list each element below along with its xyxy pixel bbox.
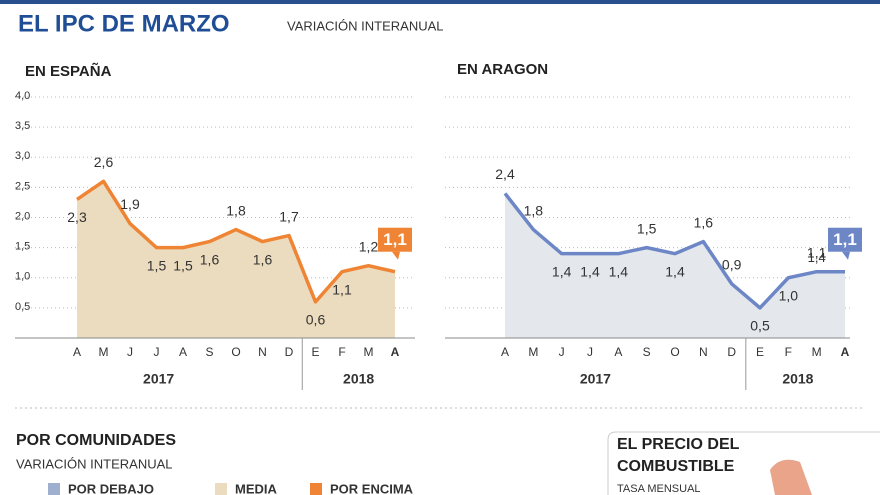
legend-label: MEDIA xyxy=(235,481,278,495)
subtitle: VARIACIÓN INTERANUAL xyxy=(287,18,444,33)
section-title: POR COMUNIDADES xyxy=(16,432,176,449)
x-tick-label: A xyxy=(841,345,850,359)
line xyxy=(503,192,845,310)
x-tick-label: J xyxy=(587,345,593,359)
value-label: 1,4 xyxy=(580,263,600,279)
chart-title: EN ESPAÑA xyxy=(25,62,112,80)
value-label: 0,9 xyxy=(722,256,742,272)
x-tick-label: J xyxy=(127,345,133,359)
value-label: 1,8 xyxy=(524,202,544,218)
value-label: 1,6 xyxy=(253,251,273,267)
value-label: 1,2 xyxy=(359,238,379,254)
y-tick-label: 0,5 xyxy=(15,301,30,313)
area xyxy=(505,193,845,338)
x-tick-label: D xyxy=(285,345,294,359)
x-tick-label: M xyxy=(99,345,109,359)
badge: 1,1 xyxy=(828,227,862,260)
x-tick-label: E xyxy=(756,345,764,359)
badge-label: 1,1 xyxy=(383,230,407,249)
x-tick-label: O xyxy=(670,345,679,359)
y-tick-label: 2,0 xyxy=(15,210,30,222)
x-tick-label: S xyxy=(205,345,213,359)
legend-swatch xyxy=(310,483,322,495)
value-label: 1,4 xyxy=(665,263,685,279)
value-label: 2,4 xyxy=(495,166,515,182)
y-tick-label: 3,0 xyxy=(15,150,30,162)
line xyxy=(76,179,396,304)
value-label: 1,1 xyxy=(332,281,352,297)
x-tick-label: F xyxy=(338,345,345,359)
y-tick-label: 1,0 xyxy=(15,271,30,283)
legend-label: POR ENCIMA xyxy=(330,481,414,495)
value-label: 0,5 xyxy=(750,318,770,334)
title: EL IPC DE MARZO xyxy=(18,10,230,37)
x-tick-label: E xyxy=(311,345,319,359)
value-label: 2,3 xyxy=(67,209,87,225)
badge-box xyxy=(828,227,862,252)
side-title-1: EL PRECIO DEL xyxy=(617,436,740,453)
badge-pointer xyxy=(842,251,850,260)
y-tick-label: 2,5 xyxy=(15,180,30,192)
year-label: 2017 xyxy=(143,371,174,387)
x-tick-label: N xyxy=(258,345,267,359)
badge: 1,1 xyxy=(378,227,412,260)
year-label: 2018 xyxy=(782,371,813,387)
x-tick-label: M xyxy=(528,345,538,359)
x-tick-label: O xyxy=(231,345,240,359)
value-label: 1,6 xyxy=(200,251,220,267)
legend-swatch xyxy=(215,483,227,495)
value-label: 2,6 xyxy=(94,154,114,170)
y-tick-label: 1,5 xyxy=(15,241,30,253)
value-label: 1,4 xyxy=(552,263,572,279)
value-label: 1,4 xyxy=(609,263,629,279)
side-box xyxy=(607,431,880,495)
value-label: 1,7 xyxy=(279,208,299,224)
badge-label: 1,1 xyxy=(833,230,857,249)
legend-label: POR DEBAJO xyxy=(68,481,154,495)
y-tick-label: 3,5 xyxy=(15,120,30,132)
value-label: 1,5 xyxy=(147,257,167,273)
year-label: 2018 xyxy=(343,371,374,387)
x-tick-label: S xyxy=(643,345,651,359)
badge-box xyxy=(378,227,412,252)
legend-swatch xyxy=(48,483,60,495)
side-title-2: COMBUSTIBLE xyxy=(617,458,735,475)
x-tick-label: A xyxy=(614,345,622,359)
x-tick-label: A xyxy=(501,345,509,359)
chart-title: EN ARAGON xyxy=(457,61,548,78)
x-tick-label: F xyxy=(785,345,792,359)
value-label: 1,5 xyxy=(637,220,657,236)
area xyxy=(77,181,395,338)
year-label: 2017 xyxy=(580,371,611,387)
x-tick-label: J xyxy=(559,345,565,359)
value-label: 0,6 xyxy=(306,312,326,328)
badge-pointer xyxy=(392,251,400,260)
x-tick-label: M xyxy=(812,345,822,359)
top-bar xyxy=(0,0,880,4)
annotation: 1,4 xyxy=(808,250,826,265)
x-tick-label: J xyxy=(154,345,160,359)
side-subtitle: TASA MENSUAL xyxy=(617,483,701,495)
value-label: 1,9 xyxy=(120,196,140,212)
section-subtitle: VARIACIÓN INTERANUAL xyxy=(16,456,173,471)
x-tick-label: N xyxy=(699,345,708,359)
value-label: 1,5 xyxy=(173,257,193,273)
value-label: 1,0 xyxy=(779,287,799,303)
x-tick-label: M xyxy=(364,345,374,359)
x-tick-label: D xyxy=(727,345,736,359)
y-tick-label: 4,0 xyxy=(15,90,30,102)
x-tick-label: A xyxy=(179,345,187,359)
x-tick-label: A xyxy=(391,345,400,359)
value-label: 1,1 xyxy=(807,244,827,260)
x-tick-label: A xyxy=(73,345,81,359)
value-label: 1,6 xyxy=(694,214,714,230)
value-label: 1,8 xyxy=(226,202,246,218)
hand-icon xyxy=(770,459,812,495)
